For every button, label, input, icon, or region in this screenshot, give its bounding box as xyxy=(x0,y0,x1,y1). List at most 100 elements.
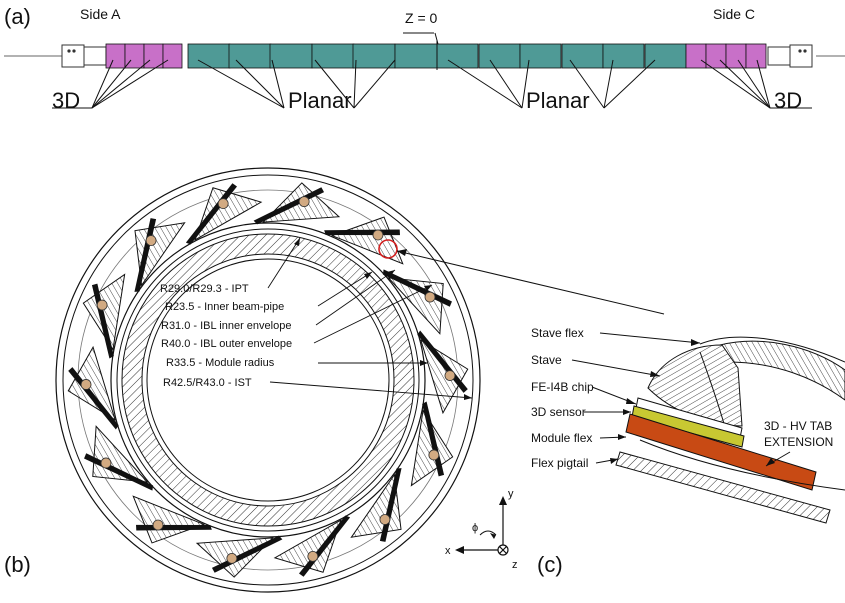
fe-i4b-chip xyxy=(631,405,745,448)
cooling-pipe xyxy=(152,519,164,531)
ist-inner-circle xyxy=(62,174,474,586)
cooling-pipe xyxy=(307,550,319,562)
phi-arc xyxy=(479,530,497,536)
cooling-pipe xyxy=(145,235,157,246)
hv-tab-label-line2: EXTENSION xyxy=(764,435,833,449)
radius-label-ibl-outer: R40.0 - IBL outer envelope xyxy=(161,338,292,350)
module-flex-curve xyxy=(639,439,845,491)
cooling-pipe xyxy=(372,229,384,241)
module-planar xyxy=(561,43,604,69)
module-planar xyxy=(394,43,438,69)
detail-label-stave-flex: Stave flex xyxy=(531,326,584,340)
side-c-label: Side C xyxy=(713,6,755,22)
label-planar-right: Planar xyxy=(526,88,590,113)
zoom-marker-circle xyxy=(378,239,398,259)
cooling-pipe xyxy=(80,379,92,390)
coordinate-axes: y x z ϕ xyxy=(445,488,518,571)
panel-a-label: (a) xyxy=(4,4,31,29)
module-planar xyxy=(478,43,521,69)
panel-c-label: (c) xyxy=(537,552,563,577)
detail-label-module-flex: Module flex xyxy=(531,431,592,445)
x-axis-label: x xyxy=(445,545,451,557)
module-plate xyxy=(417,330,468,393)
radii-labels: R29.0/R29.3 - IPT R23.5 - Inner beam-pip… xyxy=(160,283,292,389)
module-3d xyxy=(105,43,126,69)
cooling-pipe xyxy=(428,449,440,461)
detail-arrowheads xyxy=(610,339,775,466)
module-plate xyxy=(136,524,212,531)
panel-a-top-view: (a) Side A Side C Z = 0 xyxy=(4,4,845,113)
panel-b-ring-section: R29.0/R29.3 - IPT R23.5 - Inner beam-pip… xyxy=(4,167,665,593)
radius-label-module: R33.5 - Module radius xyxy=(166,357,275,369)
stave-modules xyxy=(105,40,767,70)
hv-tab-label-line1: 3D - HV TAB xyxy=(764,419,832,433)
stave-profile xyxy=(67,345,116,421)
ist-outer-circle xyxy=(55,167,481,593)
connector-dot xyxy=(72,49,76,53)
module-plate xyxy=(68,367,119,430)
stave-profile xyxy=(194,187,263,241)
module-3d xyxy=(685,43,707,69)
inner-beam-pipe xyxy=(146,258,390,502)
phi-label: ϕ xyxy=(472,522,478,534)
cooling-pipe xyxy=(217,198,229,210)
detail-label-stave: Stave xyxy=(531,353,562,367)
side-a-label: Side A xyxy=(80,6,121,22)
module-plate xyxy=(422,401,445,477)
radius-label-ipt: R29.0/R29.3 - IPT xyxy=(160,283,249,295)
stave-profile xyxy=(330,216,404,265)
module-plate xyxy=(91,283,114,359)
cooling-pipe xyxy=(379,514,391,525)
detail-label-flex-pigtail: Flex pigtail xyxy=(531,456,588,470)
radius-label-inner-beam-pipe: R23.5 - Inner beam-pipe xyxy=(165,301,284,313)
3d-sensor-module-flex xyxy=(625,413,817,491)
radii-leaders xyxy=(267,237,473,399)
label-3d-right: 3D xyxy=(774,88,802,113)
detail-label-fe-i4b-chip: FE-I4B chip xyxy=(531,380,594,394)
ipt-outer xyxy=(116,228,420,532)
stave-profile xyxy=(410,409,454,487)
zoom-arrowhead xyxy=(397,249,407,256)
connector-dot xyxy=(803,49,807,53)
module-planar xyxy=(519,43,562,69)
stave-profile xyxy=(420,339,469,415)
end-block-right xyxy=(767,46,791,66)
connector-dot xyxy=(67,49,71,53)
module-planar xyxy=(228,43,272,69)
module-planar xyxy=(187,43,231,69)
radii-arrowheads xyxy=(294,238,472,400)
stave-profile xyxy=(82,273,126,351)
x-axis-arrowhead xyxy=(455,546,464,554)
radius-label-ibl-inner: R31.0 - IBL inner envelope xyxy=(161,320,291,332)
module-plate xyxy=(211,535,283,573)
end-connector-left xyxy=(61,44,85,68)
cooling-pipe xyxy=(298,196,310,208)
radius-label-ist: R42.5/R43.0 - IST xyxy=(163,377,252,389)
cooling-pipe xyxy=(96,299,108,311)
module-leader-lines xyxy=(52,59,812,109)
module-planar xyxy=(352,43,396,69)
cooling-pipe xyxy=(444,370,456,381)
panel-c-detail: Stave flex Stave FE-I4B chip 3D sensor M… xyxy=(531,326,845,577)
stave-profile xyxy=(273,519,342,573)
z-axis-label: z xyxy=(512,559,518,571)
panel-b-label: (b) xyxy=(4,552,31,577)
end-block-left xyxy=(83,46,107,66)
end-connector-right xyxy=(789,44,813,68)
module-3d xyxy=(705,43,727,69)
y-axis-label: y xyxy=(508,488,514,500)
stave-flex-hatched xyxy=(719,340,845,401)
phi-arrowhead xyxy=(490,533,496,539)
module-3d xyxy=(725,43,747,69)
module-3d xyxy=(162,43,183,69)
zoom-line xyxy=(396,250,665,315)
module-planar xyxy=(269,43,313,69)
detail-label-3d-sensor: 3D sensor xyxy=(531,405,586,419)
module-planar xyxy=(602,43,645,69)
stave-profile xyxy=(132,495,206,544)
z-axis-cross xyxy=(499,546,507,554)
module-planar xyxy=(436,43,479,69)
cooling-pipe xyxy=(226,552,238,564)
label-3d-left: 3D xyxy=(52,88,80,113)
